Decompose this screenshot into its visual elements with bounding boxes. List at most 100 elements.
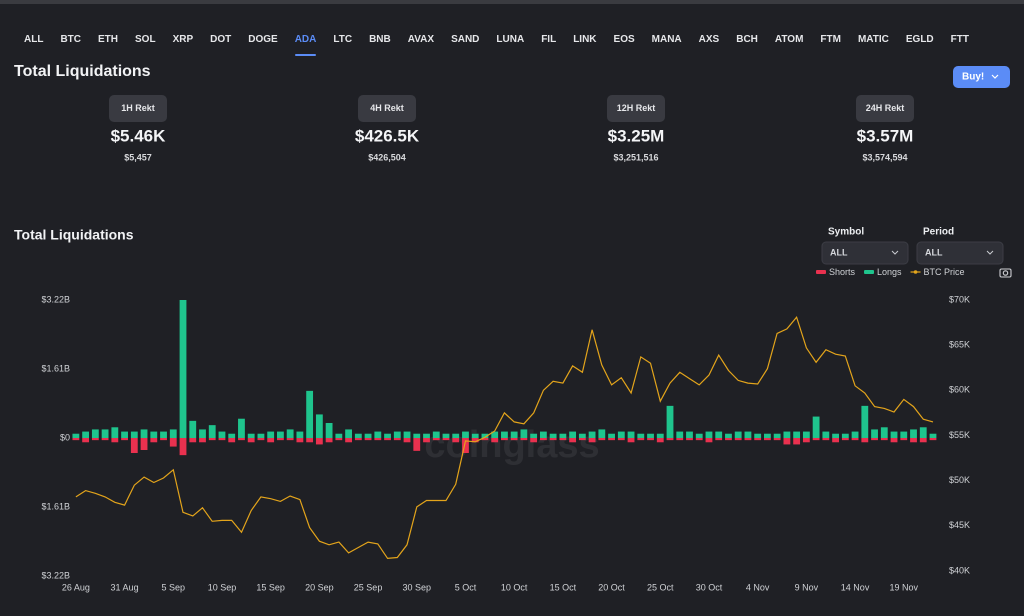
- bar: [559, 438, 567, 441]
- symbol-tab[interactable]: AVAX: [407, 34, 435, 45]
- bar: [354, 438, 362, 441]
- legend-swatch: [816, 270, 826, 274]
- screenshot-button[interactable]: [999, 268, 1012, 278]
- bar: [530, 433, 538, 438]
- bar: [929, 433, 937, 438]
- bar: [179, 438, 187, 456]
- symbol-tab[interactable]: SAND: [451, 34, 480, 45]
- symbol-tab[interactable]: EGLD: [905, 34, 934, 45]
- camera-lens[interactable]: [1002, 270, 1009, 276]
- plot: coinglass $3.22B $1.61B $0 $1.61B $3.22B $40K $…: [41, 294, 970, 592]
- dropdown-value[interactable]: ALL: [830, 247, 848, 257]
- bar: [101, 429, 109, 438]
- symbol-tab[interactable]: DOGE: [248, 34, 278, 45]
- bar: [501, 438, 508, 441]
- legend-label[interactable]: Longs: [877, 267, 902, 277]
- bar: [160, 431, 167, 438]
- bar: [491, 438, 499, 443]
- symbol-tab[interactable]: DOT: [210, 34, 232, 45]
- filter-dropdown[interactable]: ALL: [916, 241, 1004, 265]
- bar: [802, 438, 810, 443]
- x-tick-label: 5 Sep: [162, 582, 186, 592]
- symbol-tab[interactable]: ETH: [98, 34, 119, 45]
- dropdown-box[interactable]: [916, 241, 1004, 265]
- x-tick-label: 10 Oct: [501, 582, 528, 592]
- x-tick-label: 15 Oct: [550, 582, 577, 592]
- symbol-tab[interactable]: LTC: [333, 34, 353, 45]
- bar: [462, 431, 469, 438]
- symbol-tab[interactable]: FTT: [950, 34, 969, 45]
- bar: [238, 438, 245, 441]
- dropdown-box[interactable]: [821, 241, 909, 265]
- symbol-tab[interactable]: FTM: [820, 34, 841, 45]
- bar: [900, 438, 908, 441]
- bar: [374, 431, 382, 438]
- symbol-tab[interactable]: BCH: [736, 34, 758, 45]
- bar: [676, 438, 684, 441]
- filter-label: Period: [923, 227, 954, 238]
- y2-tick-label: $40K: [949, 565, 970, 575]
- symbol-tab[interactable]: MANA: [651, 34, 682, 45]
- bar: [82, 431, 90, 438]
- symbol-tab[interactable]: BNB: [369, 34, 391, 45]
- symbol-tab[interactable]: ALL: [24, 34, 44, 45]
- bar: [802, 431, 810, 438]
- symbol-tab[interactable]: BTC: [60, 34, 82, 45]
- bar: [501, 431, 508, 438]
- symbol-tab[interactable]: MATIC: [857, 34, 889, 45]
- card-exact: $3,574,594: [862, 152, 907, 162]
- chevron[interactable]: [891, 250, 899, 255]
- bar: [578, 438, 586, 441]
- bar: [179, 300, 187, 438]
- chevron[interactable]: [986, 250, 994, 255]
- price-line: [75, 315, 934, 560]
- card-label: 24H Rekt: [866, 103, 905, 113]
- bar: [880, 438, 888, 441]
- bar: [306, 438, 314, 443]
- chevron: [991, 74, 999, 79]
- bar: [364, 438, 372, 441]
- bar: [315, 438, 323, 445]
- bar: [695, 438, 703, 441]
- symbol-tab[interactable]: SOL: [135, 34, 156, 45]
- bar: [900, 431, 908, 438]
- bar: [432, 431, 440, 438]
- legend-label[interactable]: Shorts: [829, 267, 856, 277]
- camera-body[interactable]: [999, 268, 1012, 278]
- legend-label[interactable]: BTC Price: [924, 267, 965, 277]
- buy-button-bg[interactable]: [953, 66, 1010, 88]
- filter-dropdown[interactable]: ALL: [821, 241, 909, 265]
- bar: [374, 438, 382, 441]
- bar: [491, 431, 499, 438]
- symbol-tab[interactable]: XRP: [172, 34, 194, 45]
- bar: [608, 438, 615, 441]
- bar: [277, 431, 284, 438]
- dropdown-value[interactable]: ALL: [925, 247, 943, 257]
- buy-button-label[interactable]: Buy!: [962, 72, 984, 83]
- symbol-tab[interactable]: LINK: [573, 34, 597, 45]
- bar: [403, 438, 411, 443]
- buy-button[interactable]: Buy!: [953, 66, 1010, 88]
- bar: [686, 431, 693, 438]
- bar: [861, 438, 869, 443]
- symbol-tab[interactable]: ATOM: [774, 34, 804, 45]
- bar: [335, 438, 343, 441]
- symbol-tab[interactable]: ADA: [294, 34, 317, 56]
- bar: [228, 438, 236, 443]
- symbol-tab[interactable]: EOS: [613, 34, 635, 45]
- bar: [72, 433, 80, 438]
- bar: [919, 438, 927, 443]
- symbol-tab[interactable]: LUNA: [496, 34, 525, 45]
- symbol-tab[interactable]: FIL: [541, 34, 557, 45]
- bar: [530, 438, 538, 443]
- bar: [130, 431, 138, 438]
- x-tick-label: 5 Oct: [455, 582, 477, 592]
- bar: [169, 429, 177, 438]
- bar: [822, 438, 830, 441]
- bar: [647, 438, 654, 441]
- symbol-tab[interactable]: AXS: [698, 34, 720, 45]
- watermark: coinglass: [424, 424, 599, 466]
- bar: [890, 438, 898, 443]
- bar: [228, 433, 236, 438]
